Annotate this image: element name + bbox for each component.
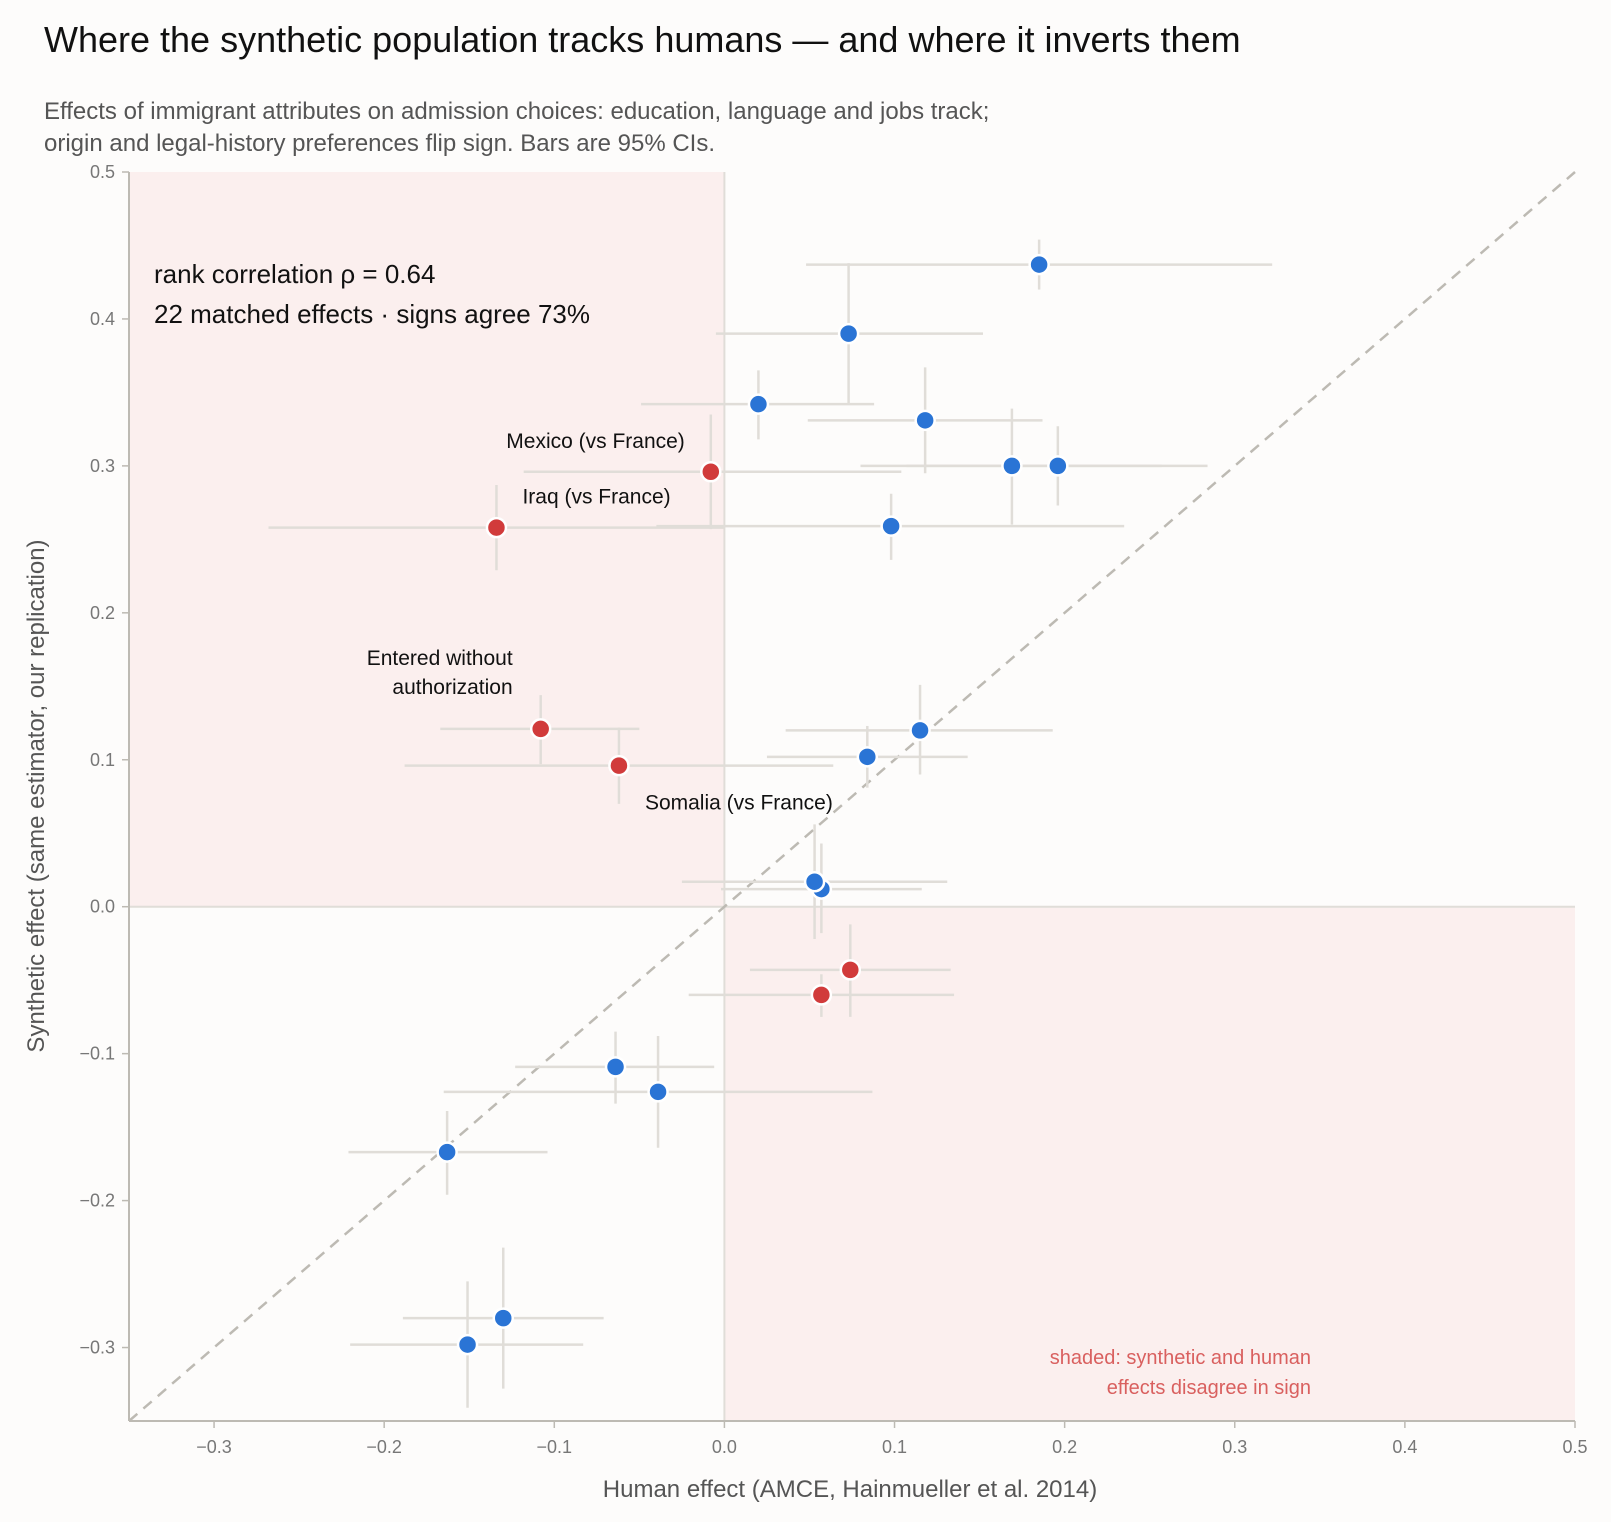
y-tick-label-5: 0.2 xyxy=(90,603,115,623)
diagonal-line xyxy=(128,171,1576,1422)
y-tick-label-8: 0.5 xyxy=(90,162,115,182)
y-tick-label-4: 0.1 xyxy=(90,750,115,770)
point-4 xyxy=(700,461,722,483)
plot-area: Mexico (vs France) Iraq (vs France) Entere… xyxy=(79,162,1587,1457)
x-tick-label-2: −0.1 xyxy=(537,1437,573,1457)
x-tick-label-8: 0.5 xyxy=(1562,1437,1587,1457)
point-15 xyxy=(839,959,862,981)
point-9 xyxy=(529,718,552,740)
point-11 xyxy=(856,746,879,768)
identity-diagonal xyxy=(128,171,1576,1422)
point-label-12-0: Somalia (vs France) xyxy=(645,792,833,815)
axes xyxy=(128,172,1575,1422)
point-label-8-0: Iraq (vs France) xyxy=(522,486,670,509)
y-tick-label-0: −0.3 xyxy=(79,1338,115,1358)
point-17 xyxy=(604,1056,627,1078)
point-5 xyxy=(1001,455,1023,477)
stats-line-2: 22 matched effects · signs agree 73% xyxy=(154,299,590,329)
point-12 xyxy=(608,754,630,777)
chart-title: Where the synthetic population tracks hu… xyxy=(44,19,1241,60)
x-tick-label-5: 0.2 xyxy=(1052,1437,1077,1457)
x-tick-label-6: 0.3 xyxy=(1222,1437,1247,1457)
point-14 xyxy=(803,870,826,893)
shade-note-line-1: shaded: synthetic and human xyxy=(1050,1347,1311,1369)
shade-bottom-right xyxy=(724,906,1575,1421)
y-tick-label-6: 0.3 xyxy=(90,456,115,476)
point-labels: Mexico (vs France) Iraq (vs France) Entere… xyxy=(367,430,833,815)
x-tick-label-4: 0.1 xyxy=(882,1437,907,1457)
zero-lines xyxy=(129,172,1575,1421)
x-axis-label: Human effect (AMCE, Hainmueller et al. 2… xyxy=(603,1476,1097,1503)
point-19 xyxy=(436,1141,458,1163)
y-axis-label: Synthetic effect (same estimator, our re… xyxy=(23,539,50,1052)
point-10 xyxy=(909,719,931,742)
point-18 xyxy=(647,1081,669,1103)
point-8 xyxy=(485,516,508,539)
y-tick-label-2: −0.1 xyxy=(79,1044,115,1064)
point-21 xyxy=(456,1333,479,1356)
point-3 xyxy=(914,409,936,432)
point-label-9-0: Entered without xyxy=(367,647,513,670)
shade-note-line-2: effects disagree in sign xyxy=(1107,1377,1311,1399)
data-points xyxy=(436,253,1069,1356)
chart-subtitle-line-1: Effects of immigrant attributes on admis… xyxy=(44,98,989,125)
y-tick-label-1: −0.2 xyxy=(79,1191,115,1211)
point-1 xyxy=(837,322,860,345)
point-label-9-1: authorization xyxy=(392,676,512,699)
point-16 xyxy=(810,984,833,1006)
point-2 xyxy=(747,393,770,415)
point-0 xyxy=(1028,253,1050,276)
point-6 xyxy=(1047,455,1069,477)
shade-top-left xyxy=(129,172,725,907)
chart-subtitle-line-2: origin and legal-history preferences fli… xyxy=(44,130,715,157)
ticks: −0.3 −0.2 −0.1 0.0 0.1 0.2 0.3 0.4 0.5 −0.3 −0.2 −0… xyxy=(79,162,1587,1457)
disagreement-shading xyxy=(129,172,1575,1421)
y-tick-label-7: 0.4 xyxy=(90,309,115,329)
stats-line-1: rank correlation ρ = 0.64 xyxy=(154,259,435,289)
x-tick-label-1: −0.2 xyxy=(366,1437,402,1457)
x-tick-label-3: 0.0 xyxy=(712,1437,737,1457)
point-7 xyxy=(880,515,902,537)
point-label-4-0: Mexico (vs France) xyxy=(506,430,685,453)
point-20 xyxy=(492,1307,515,1329)
x-tick-label-7: 0.4 xyxy=(1392,1437,1417,1457)
y-tick-label-3: 0.0 xyxy=(90,897,115,917)
x-tick-label-0: −0.3 xyxy=(196,1437,232,1457)
